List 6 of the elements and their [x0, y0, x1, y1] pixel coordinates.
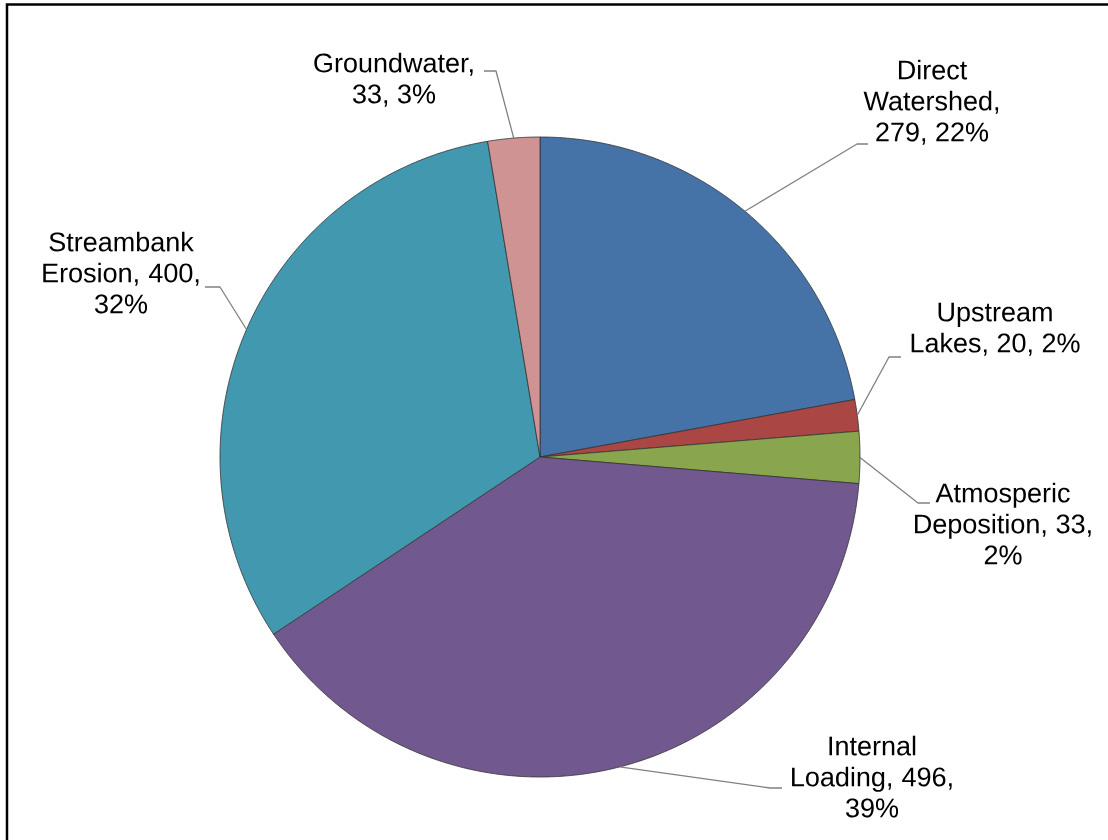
data-label: Groundwater, 33, 3% [314, 52, 473, 107]
data-label: Atmosperic Deposition, 33, 2% [915, 482, 1091, 565]
data-label: Upstream Lakes, 20, 2% [911, 302, 1080, 356]
data-label: Internal Loading, 496, 39% [792, 735, 952, 818]
data-label: Streambank Erosion, 400, 32% [43, 231, 199, 314]
data-label: Direct Watershed, 279, 22% [863, 59, 999, 145]
